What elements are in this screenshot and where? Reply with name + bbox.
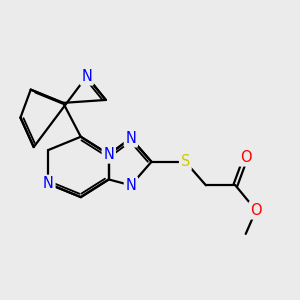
Text: N: N [81, 69, 92, 84]
Text: N: N [103, 147, 114, 162]
Text: N: N [43, 176, 54, 191]
Text: O: O [240, 150, 251, 165]
Text: O: O [250, 203, 262, 218]
Text: S: S [181, 154, 190, 169]
Text: N: N [125, 178, 136, 193]
Text: N: N [125, 131, 136, 146]
